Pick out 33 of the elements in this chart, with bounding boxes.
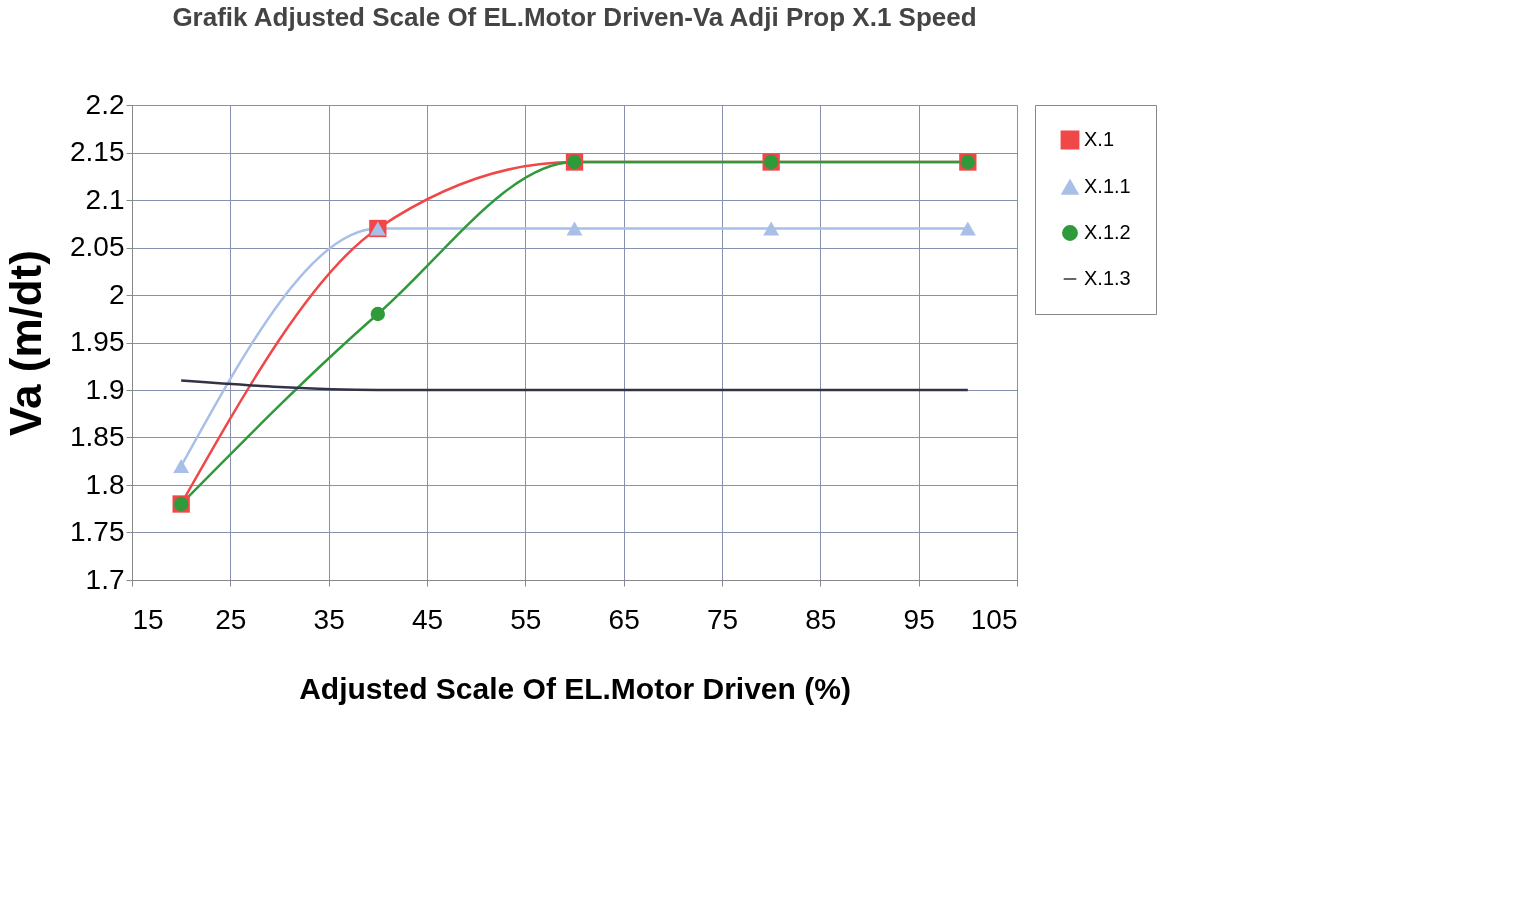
x-tick-label: 85	[805, 603, 837, 635]
y-tick-label: 2.05	[70, 231, 125, 262]
chart-title: Grafik Adjusted Scale Of EL.Motor Driven-Va Adji Prop X.1 Speed	[172, 2, 977, 32]
x-tick-label: 25	[215, 603, 247, 635]
point	[370, 306, 386, 322]
legend-label: X.1.3	[1084, 267, 1131, 289]
x-tick-label: 105	[970, 603, 1018, 635]
x-tick-label: 75	[706, 603, 739, 635]
y-tick-label: 1.75	[70, 516, 125, 547]
x-axis-title: Adjusted Scale Of EL.Motor Driven (%)	[299, 671, 851, 705]
legend-label: X.1	[1084, 128, 1115, 150]
point	[566, 221, 583, 236]
x-tick-label: 55	[510, 603, 542, 635]
point	[959, 221, 976, 236]
point	[763, 221, 780, 236]
x-tick-label: 15	[132, 603, 164, 635]
x-tick-label: 95	[903, 603, 935, 635]
x-tick-label: 45	[411, 603, 444, 635]
y-tick-label: 1.7	[85, 563, 125, 595]
y-tick-label: 2.1	[85, 183, 125, 215]
legend-label: X.1.2	[1084, 221, 1131, 243]
y-tick-label: 1.9	[85, 373, 125, 405]
legend-label: X.1.1	[1084, 175, 1131, 197]
y-tick-label: 2	[108, 278, 125, 310]
y-tick-label: 1.95	[70, 326, 125, 357]
y-tick-label: 2.15	[70, 136, 125, 167]
x-tick-label: 65	[608, 603, 640, 635]
point	[173, 459, 190, 473]
x-tick-label: 35	[313, 603, 345, 635]
y-tick-label: 1.8	[85, 468, 125, 500]
y-axis-title: Va (m/dt)	[1, 250, 50, 436]
y-tick-label: 2.2	[85, 88, 125, 120]
y-tick-label: 1.85	[70, 421, 125, 452]
